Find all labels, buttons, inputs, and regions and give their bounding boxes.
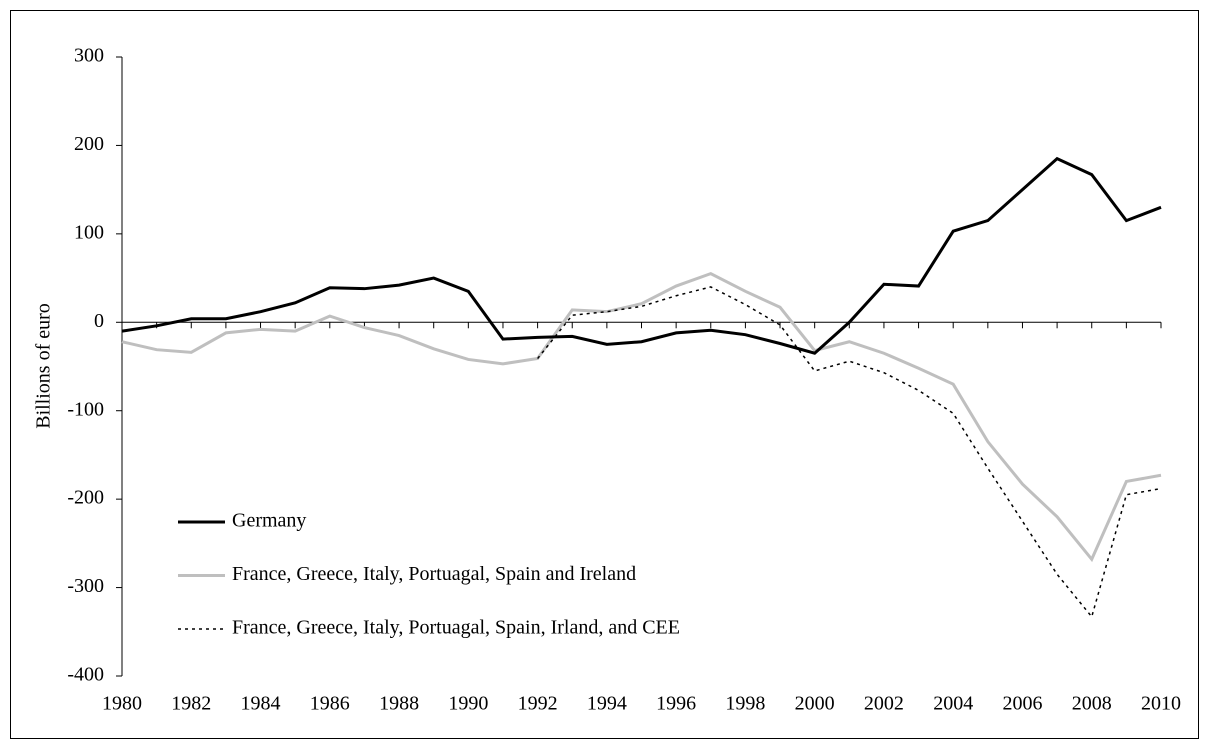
x-tick-label: 2010: [1141, 693, 1181, 715]
x-tick-label: 1988: [379, 693, 419, 715]
x-tick-label: 1994: [587, 693, 627, 715]
x-tick-label: 1990: [448, 693, 488, 715]
y-tick-label: -400: [67, 664, 104, 686]
x-tick-label: 2004: [933, 693, 973, 715]
legend-label: France, Greece, Italy, Portuagal, Spain,…: [232, 617, 680, 639]
x-tick-label: 2000: [795, 693, 835, 715]
y-tick-label: -300: [67, 575, 104, 597]
x-tick-label: 1998: [725, 693, 765, 715]
legend-label: Germany: [232, 510, 306, 532]
y-tick-label: -200: [67, 487, 104, 509]
x-tick-label: 1984: [241, 693, 281, 715]
frame: [10, 10, 1199, 739]
x-tick-label: 2008: [1072, 693, 1112, 715]
x-tick-label: 2002: [864, 693, 904, 715]
y-tick-label: 100: [74, 221, 104, 243]
y-tick-label: 300: [74, 45, 104, 67]
x-tick-label: 1986: [310, 693, 350, 715]
series-line: [121, 156, 1162, 355]
y-tick-label: -100: [67, 398, 104, 420]
y-tick-label: 0: [94, 310, 104, 332]
x-tick-label: 1992: [518, 693, 558, 715]
x-tick-label: 1980: [102, 693, 142, 715]
y-axis-title: Billions of euro: [33, 303, 55, 429]
legend-label: France, Greece, Italy, Portuagal, Spain …: [232, 563, 636, 585]
x-tick-label: 1996: [656, 693, 696, 715]
y-tick-label: 200: [74, 133, 104, 155]
x-tick-label: 2006: [1002, 693, 1042, 715]
x-tick-label: 1982: [171, 693, 211, 715]
series-line: [121, 272, 1162, 563]
